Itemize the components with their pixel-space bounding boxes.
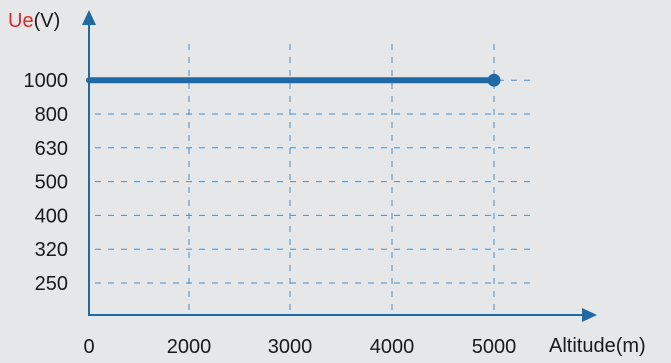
y-axis-title: Ue(V): [8, 10, 60, 32]
y-tick-label: 320: [35, 239, 68, 261]
x-tick-label: 0: [83, 336, 94, 358]
y-tick-label: 800: [35, 104, 68, 126]
x-axis-title: Altitude(m): [549, 335, 646, 357]
y-axis-title-variable: Ue: [8, 10, 34, 32]
y-tick-label: 630: [35, 138, 68, 160]
y-tick-label: 500: [35, 172, 68, 194]
series-end-point: [487, 73, 501, 87]
x-tick-label: 3000: [268, 336, 313, 358]
grid: [95, 44, 530, 313]
x-tick-label: 4000: [370, 336, 415, 358]
y-tick-label: 1000: [24, 70, 69, 92]
x-tick-labels: 0 2000 3000 4000 5000: [83, 336, 516, 358]
x-tick-label: 2000: [167, 336, 212, 358]
y-tick-label: 400: [35, 205, 68, 227]
y-axis-title-unit: (V): [34, 10, 61, 32]
x-tick-label: 5000: [472, 336, 517, 358]
y-tick-labels: 250 320 400 500 630 800 1000: [24, 70, 69, 295]
y-tick-label: 250: [35, 273, 68, 295]
axes: [82, 10, 597, 322]
series: [86, 73, 501, 87]
x-axis-arrow-icon: [582, 308, 597, 322]
y-axis-arrow-icon: [82, 10, 96, 25]
